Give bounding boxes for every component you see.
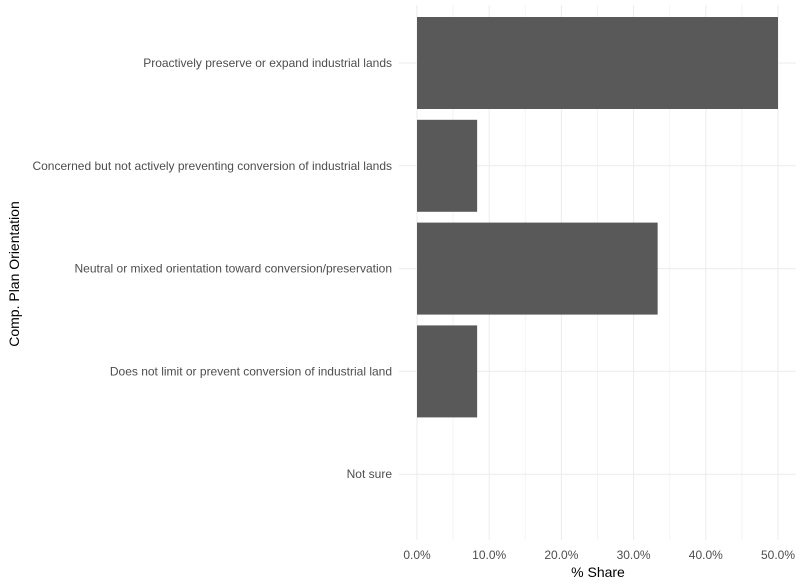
x-axis-title: % Share [571, 564, 625, 580]
x-tick-label: 40.0% [689, 548, 723, 562]
bar [417, 325, 478, 418]
bar [417, 222, 658, 315]
y-tick-label: Does not limit or prevent conversion of … [110, 364, 392, 378]
x-tick-label: 30.0% [617, 548, 651, 562]
bars-layer [417, 17, 778, 418]
x-tick-label: 0.0% [403, 548, 431, 562]
y-tick-label: Neutral or mixed orientation toward conv… [75, 262, 393, 276]
x-tick-label: 10.0% [472, 548, 506, 562]
x-tick-label: 20.0% [544, 548, 578, 562]
y-axis-title: Comp. Plan Orientation [6, 201, 22, 347]
x-tick-label: 50.0% [761, 548, 795, 562]
y-tick-label: Concerned but not actively preventing co… [32, 159, 392, 173]
y-tick-label: Not sure [347, 467, 393, 481]
y-tick-label: Proactively preserve or expand industria… [143, 56, 392, 70]
x-axis-ticks: 0.0% 10.0% 20.0% 30.0% 40.0% 50.0% [403, 548, 795, 562]
y-axis-ticks: Proactively preserve or expand industria… [32, 56, 392, 481]
bar [417, 17, 778, 109]
bar [417, 119, 478, 212]
